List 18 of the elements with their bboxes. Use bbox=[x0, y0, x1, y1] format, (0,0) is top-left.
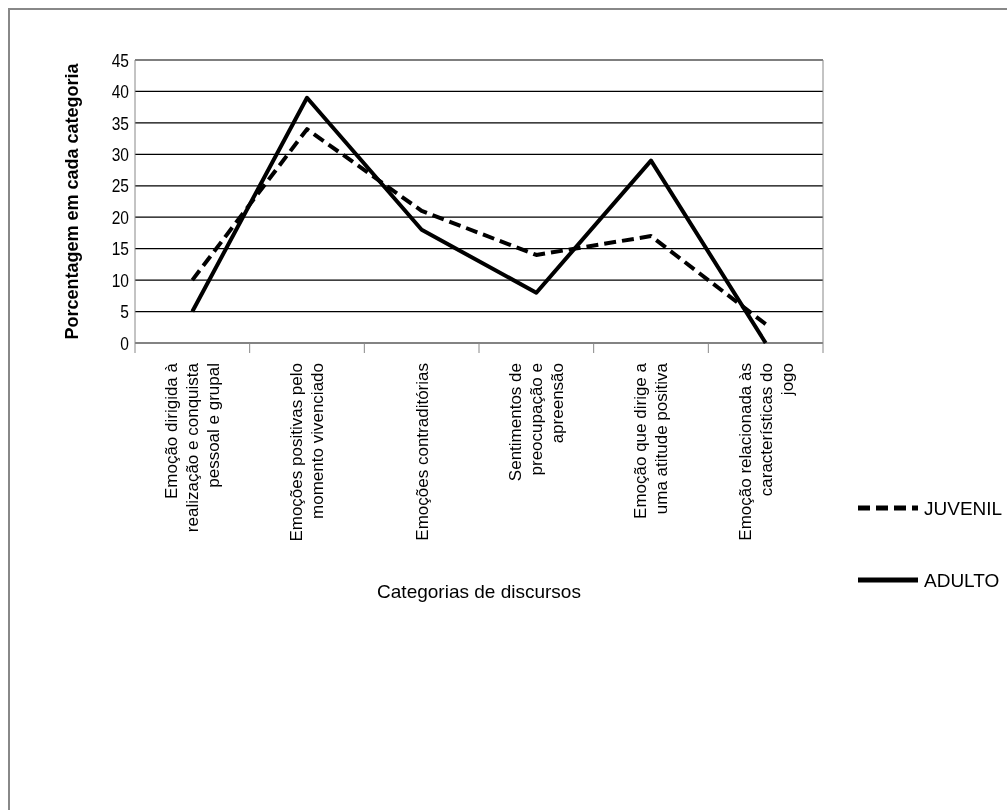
y-tick-label: 20 bbox=[111, 206, 129, 229]
legend-label: ADULTO bbox=[924, 569, 1000, 591]
x-tick-label: Emoções contraditórias bbox=[412, 363, 432, 541]
x-axis-title: Categorias de discursos bbox=[377, 581, 581, 602]
y-tick-label: 10 bbox=[111, 269, 129, 292]
y-tick-label: 30 bbox=[111, 143, 129, 166]
y-tick-label: 35 bbox=[111, 112, 129, 134]
y-axis-title: Porcentagem em cada categoria bbox=[62, 62, 82, 340]
y-tick-label: 0 bbox=[120, 332, 129, 355]
x-tick-label: Emoção dirigida à realização e conquista pessoal e grupal bbox=[162, 362, 224, 533]
y-tick-label: 25 bbox=[111, 174, 129, 197]
x-tick-label: Sentimentos de preocupação e apreensão bbox=[506, 363, 568, 482]
legend-label: JUVENIL bbox=[924, 497, 1003, 519]
y-tick-label: 45 bbox=[111, 49, 129, 72]
y-tick-label: 15 bbox=[111, 237, 129, 260]
y-tick-label: 40 bbox=[111, 80, 129, 103]
y-tick-label: 5 bbox=[120, 300, 129, 323]
x-tick-label: Emoção relacionada às características do jogo bbox=[735, 363, 797, 541]
